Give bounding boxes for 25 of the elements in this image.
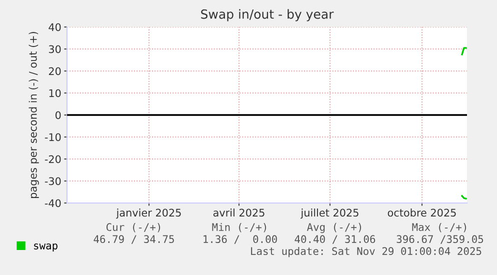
legend-label: swap <box>34 244 58 252</box>
x-tick-label: janvier 2025 <box>116 208 181 219</box>
y-tick-label: 20 <box>48 67 61 76</box>
y-tick-label: -20 <box>44 155 61 164</box>
text: Max (-/+) <box>412 223 466 232</box>
y-tick-label: 40 <box>48 23 61 32</box>
text: 1.36 / 0.00 <box>204 235 277 244</box>
text: 396.67 /359.05 <box>396 235 484 244</box>
x-tick-label: juillet 2025 <box>300 208 358 219</box>
text: 40.40 / 31.06 <box>294 235 376 244</box>
text: Avg (-/+) <box>306 222 362 234</box>
y-tick-label: 0 <box>56 111 61 120</box>
text: Min (-/+) <box>212 222 266 232</box>
y-tick-label: 30 <box>48 45 61 54</box>
x-tick-label: avril 2025 <box>213 208 264 217</box>
y-tick-label: -10 <box>44 133 61 142</box>
text: 46.79 / 34.75 <box>94 235 174 244</box>
y-tick-label: 10 <box>49 89 61 98</box>
chart-title: Swap in/out - by year <box>201 9 334 22</box>
x-tick-label: octobre 2025 <box>388 208 456 217</box>
text: Last update: Sat Nov 29 01:00:04 2025 <box>251 246 482 258</box>
y-tick-label: -40 <box>44 199 61 208</box>
y-tick-label: -30 <box>44 177 61 186</box>
y-axis-title: pages per second in (-) / out (+) <box>28 32 39 198</box>
text: Cur (-/+) <box>106 223 160 232</box>
